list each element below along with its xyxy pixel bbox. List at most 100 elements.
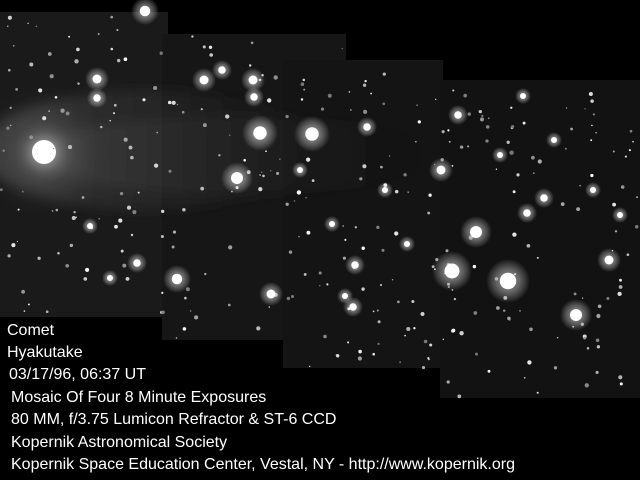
bright-star [87,223,93,229]
star [12,44,15,47]
star [336,354,340,358]
bright-star [231,172,243,184]
star [7,254,11,258]
star [273,75,278,80]
star [276,171,280,175]
star [606,297,610,300]
star [618,375,623,380]
star [300,98,304,101]
star [584,108,586,110]
star [523,376,526,379]
star [382,72,386,76]
bright-star [250,93,258,101]
star [83,277,88,281]
star [181,110,185,114]
star [27,22,29,24]
star [459,145,464,149]
star [305,157,311,162]
bright-star [133,259,141,267]
star [628,149,631,152]
star [57,251,60,255]
star [570,127,573,131]
star [487,369,491,373]
bright-star [499,272,517,290]
star [74,59,79,64]
star [128,145,133,150]
star [416,104,418,107]
star [161,291,164,294]
star [442,338,445,341]
star [394,189,399,194]
stars [0,0,639,399]
star [342,225,344,227]
star [590,173,594,178]
star [109,119,111,122]
star [512,190,516,194]
star [379,283,383,287]
star [399,361,401,364]
star [362,109,368,115]
star [427,211,431,215]
star [573,292,577,296]
bright-star [551,137,557,143]
star [415,141,417,143]
star [344,238,347,241]
star [417,120,421,124]
star [586,347,590,350]
star [362,164,367,169]
star [531,155,535,160]
star [171,245,175,249]
star [218,154,221,157]
star [361,246,365,250]
star [342,256,346,260]
star [116,28,119,32]
star [156,131,158,134]
star [267,98,272,103]
bright-star [342,293,348,299]
star [532,172,535,175]
star [200,108,203,111]
star [370,92,373,95]
star [472,264,477,269]
star [261,171,263,173]
star [595,132,597,134]
star [496,306,500,310]
bright-star [248,75,258,85]
star [473,311,478,315]
star [612,150,615,153]
star [204,272,207,276]
star [407,191,410,194]
star [319,285,321,287]
star [172,230,177,234]
star [583,336,586,340]
star [636,196,638,199]
star [394,231,399,236]
star [467,112,471,116]
mosaic-frame-3 [283,60,443,368]
star [55,208,59,212]
star [259,174,261,176]
star [341,47,343,50]
star [388,155,391,157]
star [626,253,630,257]
star [119,191,124,196]
star [326,283,329,286]
star [413,327,416,330]
star [23,310,26,312]
star [502,309,506,312]
star [298,236,300,238]
star [620,185,625,189]
star [175,337,178,339]
star [428,193,432,197]
star [619,278,622,282]
star [290,294,295,299]
star [595,370,599,374]
star [202,45,206,49]
star [512,232,517,237]
star [132,210,137,215]
star [327,93,332,98]
star [48,110,50,112]
star [11,243,16,248]
star [457,394,462,399]
